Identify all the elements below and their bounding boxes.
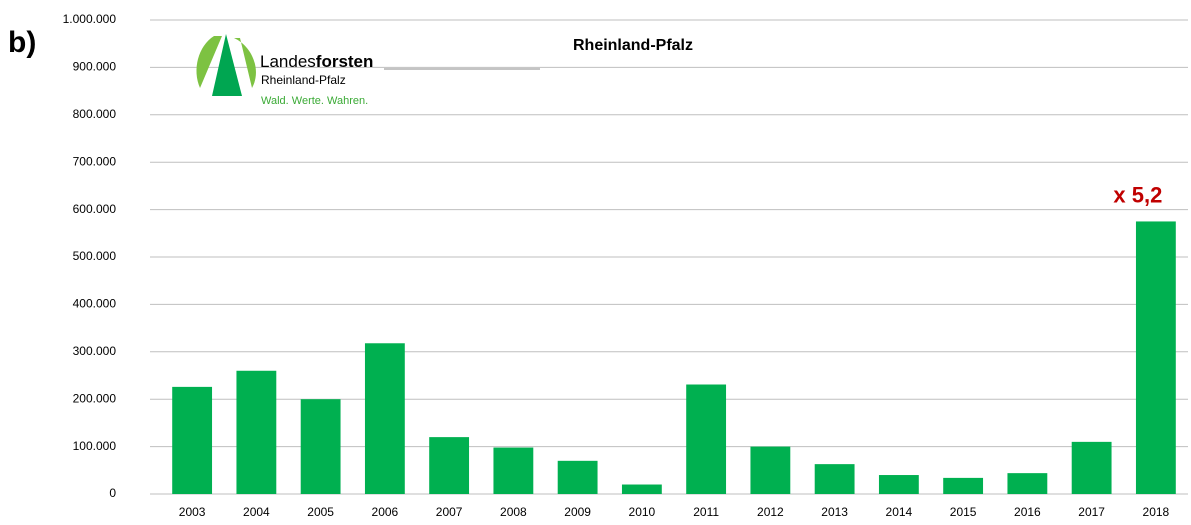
y-tick-label: 800.000	[73, 107, 117, 121]
y-tick-label: 900.000	[73, 60, 117, 74]
x-tick-label: 2018	[1143, 505, 1170, 519]
annotation: x 5,2	[1113, 182, 1162, 207]
logo-name-light: Landes	[260, 52, 316, 71]
y-tick-label: 200.000	[73, 391, 117, 405]
y-tick-label: 300.000	[73, 344, 117, 358]
y-tick-label: 1.000.000	[63, 12, 117, 26]
bar	[750, 446, 791, 494]
logo-region: Rheinland-Pfalz	[261, 73, 346, 87]
bar	[686, 384, 727, 494]
logo-leaf	[234, 38, 256, 88]
x-tick-label: 2010	[629, 505, 656, 519]
bar	[300, 399, 341, 494]
x-tick-label: 2011	[693, 505, 719, 519]
bar	[364, 343, 405, 494]
x-tick-label: 2007	[436, 505, 463, 519]
x-tick-label: 2012	[757, 505, 784, 519]
x-tick-label: 2008	[500, 505, 527, 519]
y-tick-label: 100.000	[73, 439, 117, 453]
x-tick-label: 2013	[821, 505, 848, 519]
logo-leaf	[196, 36, 222, 88]
bar	[878, 475, 919, 494]
logo-slogan: Wald. Werte. Wahren.	[261, 95, 368, 107]
bar	[429, 437, 470, 494]
bar	[943, 477, 984, 494]
x-tick-label: 2014	[886, 505, 913, 519]
bar	[1071, 441, 1112, 494]
bar	[236, 370, 277, 494]
bar	[172, 386, 213, 494]
y-tick-label: 0	[109, 486, 116, 500]
logo-name: Landesforsten	[260, 52, 373, 71]
x-tick-label: 2004	[243, 505, 270, 519]
x-tick-label: 2005	[307, 505, 334, 519]
panel-label: b)	[8, 26, 36, 59]
x-tick-label: 2009	[564, 505, 591, 519]
y-tick-label: 600.000	[73, 202, 117, 216]
bar	[557, 460, 598, 494]
logo-name-bold: forsten	[316, 52, 374, 71]
bar	[493, 447, 534, 494]
logo: Landesforsten Rheinland-Pfalz Wald. Wert…	[196, 34, 540, 107]
x-tick-label: 2003	[179, 505, 206, 519]
bar	[1135, 221, 1176, 494]
bar	[621, 484, 662, 494]
y-tick-label: 400.000	[73, 297, 117, 311]
x-tick-label: 2017	[1078, 505, 1105, 519]
bar	[814, 464, 855, 494]
x-tick-label: 2015	[950, 505, 977, 519]
y-tick-label: 700.000	[73, 154, 117, 168]
y-tick-label: 500.000	[73, 249, 117, 263]
x-tick-label: 2006	[372, 505, 399, 519]
logo-leaf	[212, 34, 242, 96]
chart-title: Rheinland-Pfalz	[573, 37, 693, 54]
x-tick-label: 2016	[1014, 505, 1041, 519]
bar	[1007, 473, 1048, 494]
